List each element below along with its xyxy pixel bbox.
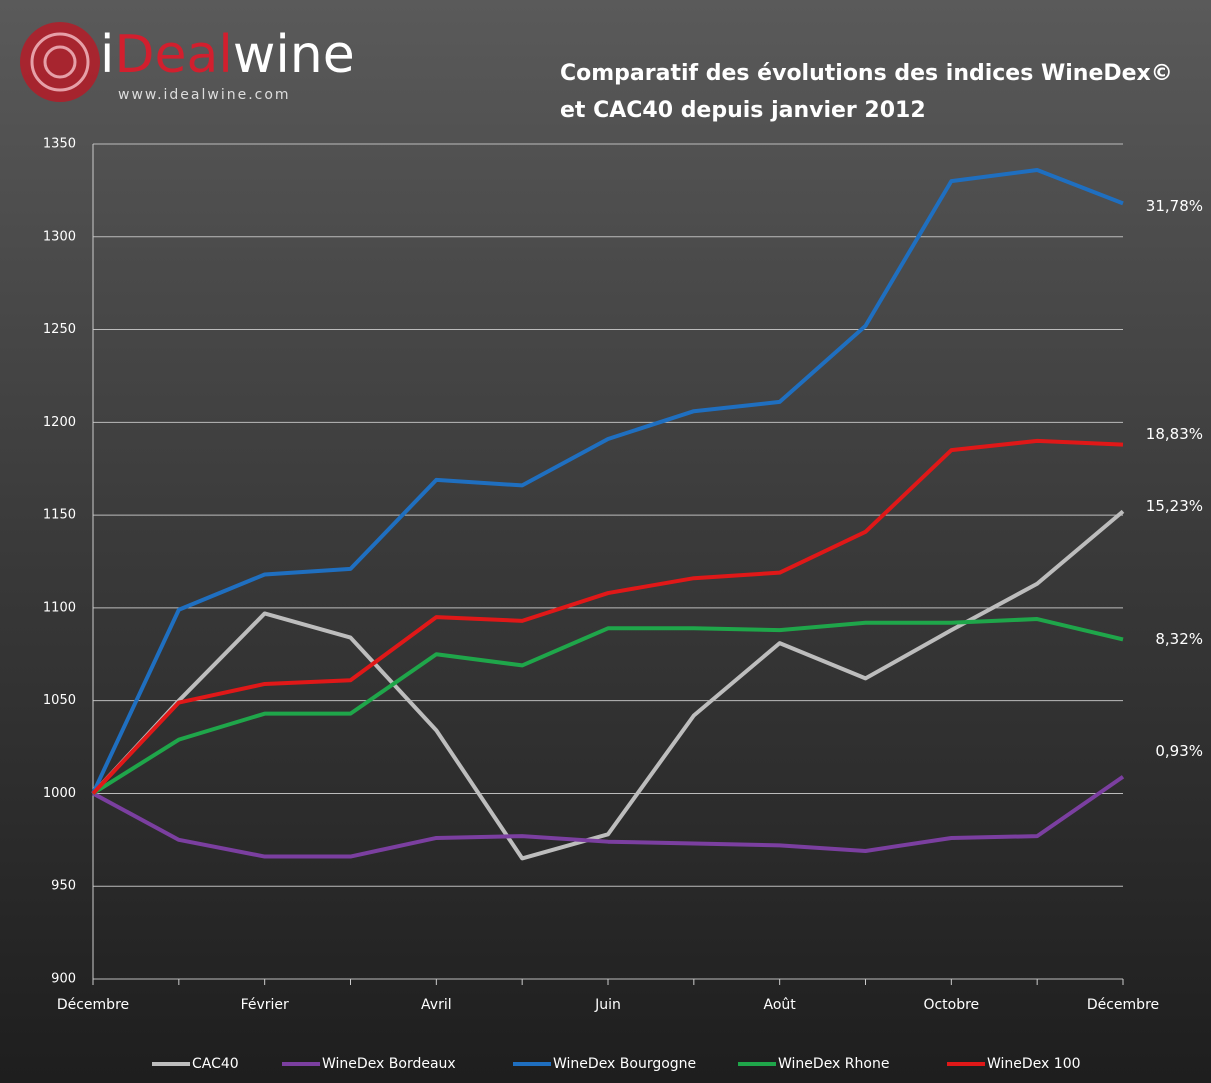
end-label: 0,93% — [1155, 742, 1203, 760]
legend-label: WineDex Rhone — [778, 1056, 889, 1072]
end-label: 18,83% — [1146, 425, 1203, 443]
series-line — [91, 167, 1124, 795]
series-line — [92, 775, 1125, 859]
y-tick-label: 1200 — [43, 415, 76, 430]
legend-label: CAC40 — [192, 1056, 239, 1072]
logo-url: www.idealwine.com — [118, 87, 291, 103]
y-tick-label: 1100 — [43, 600, 76, 615]
y-tick-label: 1150 — [43, 508, 76, 523]
logo-part: wine — [233, 25, 355, 85]
series-line — [91, 438, 1124, 795]
x-tick-label: Décembre — [57, 997, 129, 1013]
series-line — [91, 617, 1124, 796]
chart-title: Comparatif des évolutions des indices Wi… — [560, 61, 1173, 86]
y-tick-label: 1250 — [43, 322, 76, 337]
y-tick-label: 1300 — [43, 229, 76, 244]
y-tick-label: 1350 — [43, 137, 76, 152]
legend-label: WineDex Bordeaux — [322, 1056, 456, 1072]
x-tick-label: Juin — [594, 997, 621, 1013]
legend-label: WineDex 100 — [987, 1056, 1081, 1072]
logo-icon — [20, 22, 100, 102]
x-tick-label: Octobre — [923, 997, 979, 1013]
logo-text: iDealwine — [100, 25, 355, 85]
x-tick-label: Août — [764, 997, 797, 1013]
end-label: 8,32% — [1155, 630, 1203, 648]
y-tick-label: 900 — [51, 972, 76, 987]
chart-title: et CAC40 depuis janvier 2012 — [560, 98, 926, 123]
series-line — [91, 509, 1125, 861]
end-label: 31,78% — [1146, 197, 1203, 215]
x-tick-label: Février — [241, 997, 289, 1013]
end-label: 15,23% — [1146, 497, 1203, 515]
y-tick-label: 950 — [51, 879, 76, 894]
legend-label: WineDex Bourgogne — [553, 1056, 696, 1072]
y-tick-label: 1050 — [43, 693, 76, 708]
y-tick-label: 1000 — [43, 786, 76, 801]
logo-part: i — [100, 25, 114, 85]
logo-part: Deal — [114, 25, 232, 85]
x-tick-label: Décembre — [1087, 997, 1159, 1013]
x-tick-label: Avril — [421, 997, 452, 1013]
